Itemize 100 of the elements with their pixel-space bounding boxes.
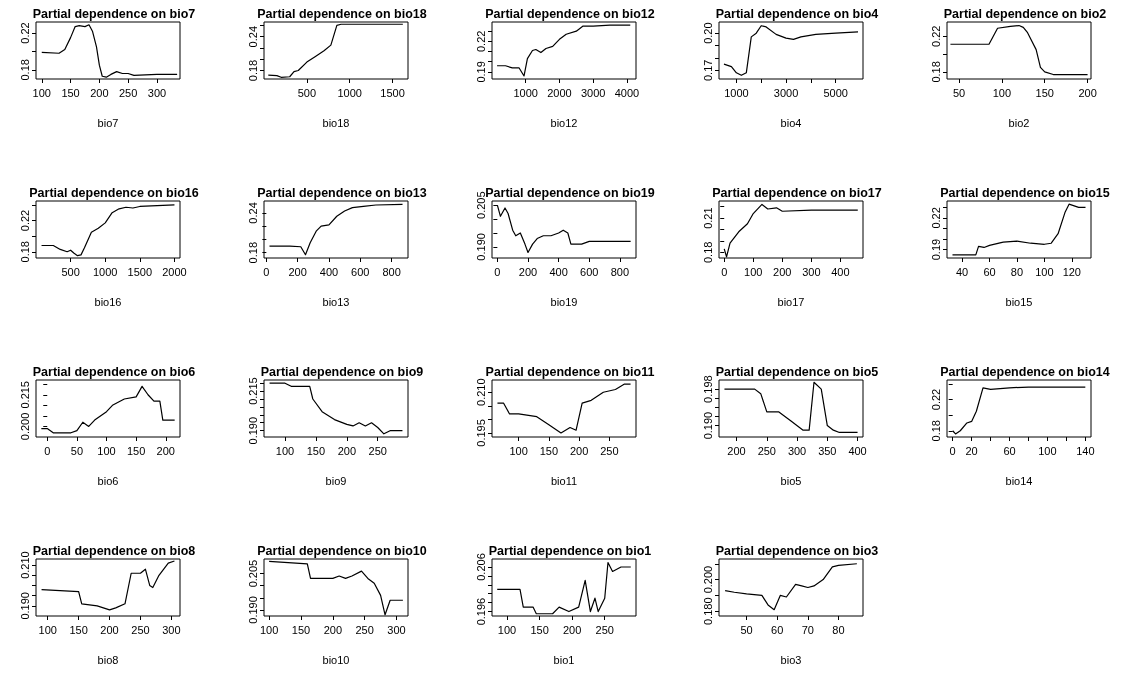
line-series [950,24,1089,76]
x-tick-label: 100 [509,444,528,457]
x-tick-label: 1000 [513,86,538,99]
y-tick-label: 0.19 [929,238,942,261]
x-tick-label: 100 [259,623,279,636]
chart-title: Partial dependence on bio13 [257,185,427,200]
x-tick-label: 100 [275,444,294,457]
line-series [496,24,631,77]
x-tick-label: 150 [1035,86,1055,99]
x-tick-label: 1500 [380,86,405,99]
y-tick-label: 0.190 [246,596,259,624]
chart-title: Partial dependence on bio17 [712,185,883,200]
chart-title: Partial dependence on bio1 [488,543,651,558]
y-tick-label: 0.195 [474,419,487,447]
x-tick-label: 400 [319,265,338,278]
y-tick-label: 0.24 [246,202,259,224]
chart-title: Partial dependence on bio16 [29,185,199,200]
x-tick-label: 140 [1076,444,1095,457]
x-tick-label: 200 [156,444,175,457]
x-tick-label: 150 [306,444,325,457]
y-tick-label: 0.210 [474,378,487,406]
chart-title: Partial dependence on bio9 [260,364,424,379]
y-tick-label: 0.18 [701,241,714,264]
x-tick-label: 100 [32,86,51,99]
x-tick-label: 70 [802,623,815,636]
y-tick-label: 0.198 [701,375,714,403]
x-tick-label: 100 [744,265,763,278]
line-series [724,563,858,611]
x-axis-title: bio1 [553,653,574,666]
chart-title: Partial dependence on bio19 [484,185,655,200]
x-tick-label: 100 [1038,444,1057,457]
y-tick-label: 0.200 [18,412,31,441]
x-tick-label: 300 [162,623,181,636]
x-axis-title: bio4 [780,116,802,129]
y-tick-label: 0.22 [929,207,942,229]
x-tick-label: 600 [579,265,599,278]
x-tick-label: 600 [350,265,370,278]
x-tick-label: 150 [539,444,558,457]
line-series [496,383,631,434]
x-tick-label: 60 [1003,444,1016,457]
x-tick-label: 200 [562,623,581,636]
x-tick-label: 200 [773,265,792,278]
x-tick-label: 300 [147,86,167,99]
x-tick-label: 0 [44,444,51,457]
x-tick-label: 800 [382,265,401,278]
x-tick-label: 200 [569,444,588,457]
chart-title: Partial dependence on bio10 [257,543,427,558]
x-tick-label: 0 [493,265,501,278]
y-tick-label: 0.22 [18,22,31,44]
x-tick-label: 250 [131,623,150,636]
x-tick-label: 2000 [546,86,572,99]
x-tick-label: 1000 [337,86,362,99]
x-tick-label: 150 [291,623,310,636]
x-tick-label: 250 [599,444,619,457]
y-tick-label: 0.205 [474,191,487,219]
y-tick-label: 0.20 [701,22,714,44]
x-tick-label: 50 [70,444,84,457]
x-tick-label: 100 [38,623,57,636]
y-tick-label: 0.190 [474,233,487,261]
x-axis-title: bio17 [777,295,805,308]
line-series [952,203,1087,256]
x-tick-label: 150 [529,623,549,636]
chart-title: Partial dependence on bio3 [716,543,879,558]
x-tick-label: 1500 [127,265,153,278]
x-tick-label: 50 [953,86,966,99]
x-tick-label: 100 [992,86,1012,99]
y-tick-label: 0.19 [474,61,487,83]
line-series [268,382,403,435]
x-tick-label: 200 [1078,86,1097,99]
x-axis-title: bio3 [780,653,802,666]
y-tick-label: 0.18 [929,61,942,83]
chart-title: Partial dependence on bio2 [943,6,1107,21]
x-tick-label: 120 [1062,265,1082,278]
chart-title: Partial dependence on bio12 [484,6,655,21]
y-tick-label: 0.190 [701,411,714,440]
x-tick-label: 4000 [614,86,639,99]
x-tick-label: 0 [721,265,728,278]
x-tick-label: 250 [758,444,777,457]
x-tick-label: 0 [263,265,270,278]
chart-title: Partial dependence on bio4 [716,6,879,21]
x-tick-label: 300 [802,265,821,278]
y-tick-label: 0.18 [18,59,31,81]
x-axis-title: bio5 [780,474,802,487]
x-tick-label: 200 [90,86,109,99]
x-tick-label: 5000 [823,86,849,99]
x-tick-label: 300 [788,444,807,457]
chart-title: Partial dependence on bio18 [257,6,427,21]
x-axis-title: bio16 [94,295,122,308]
x-axis-title: bio2 [1008,116,1030,129]
x-axis-title: bio6 [97,474,119,487]
chart-title: Partial dependence on bio5 [716,364,879,379]
x-tick-label: 3000 [580,86,606,99]
line-series [723,25,860,76]
x-tick-label: 40 [956,265,969,278]
x-tick-label: 60 [771,623,784,636]
x-tick-label: 200 [518,265,537,278]
y-tick-label: 0.21 [701,207,714,229]
chart-title: Partial dependence on bio14 [940,364,1110,379]
x-tick-label: 100 [1035,265,1054,278]
y-tick-label: 0.206 [474,553,487,581]
